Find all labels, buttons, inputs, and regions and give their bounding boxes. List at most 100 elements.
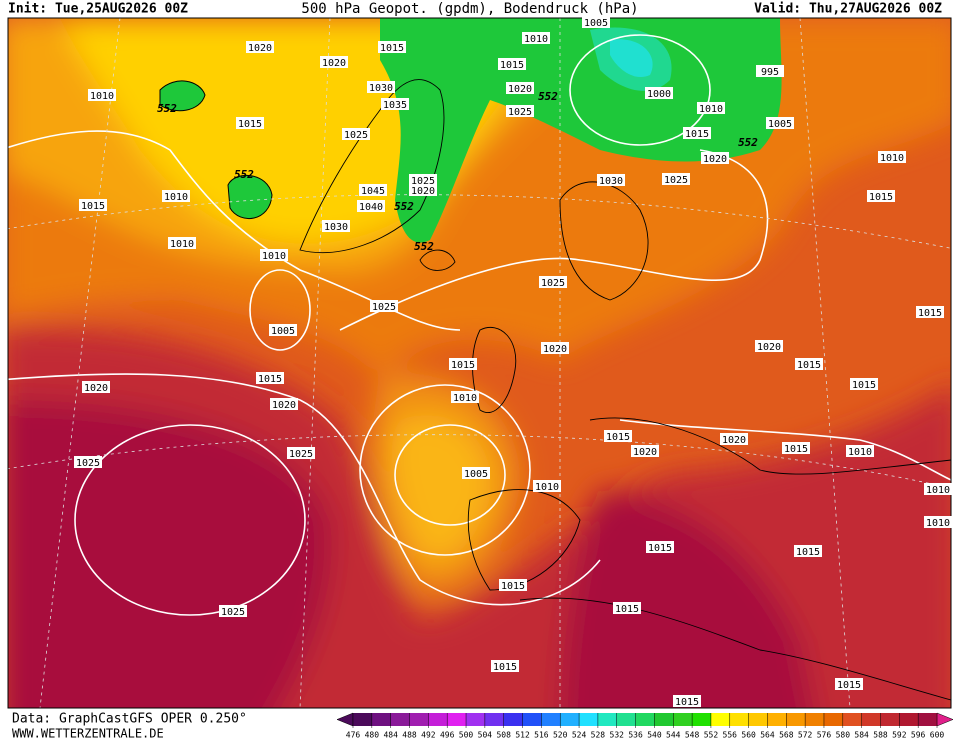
- isobar-label: 1025: [289, 449, 313, 460]
- isobar-label: 1015: [796, 547, 820, 558]
- map-frame: [7, 17, 952, 709]
- colorbar-tick-label: 516: [534, 731, 549, 740]
- colorbar-swatch: [786, 713, 806, 726]
- isobar-label: 1020: [703, 154, 727, 165]
- colorbar-tick-label: 576: [817, 731, 832, 740]
- isobar-label: 1015: [675, 697, 699, 708]
- isobar-label: 1015: [852, 380, 876, 391]
- isobar-label-box: [506, 82, 534, 94]
- colorbar-tick-label: 544: [666, 731, 681, 740]
- isobar-label: 1010: [90, 91, 114, 102]
- isobar-label: 1020: [411, 186, 435, 197]
- isobar-label: 1020: [757, 342, 781, 353]
- isobar-label: 1020: [508, 84, 532, 95]
- colorbar-arrow: [336, 712, 354, 727]
- isobar-label-box: [506, 105, 534, 117]
- geopotential-label: 552: [738, 136, 758, 149]
- colorbar-tick-label: 480: [365, 731, 380, 740]
- colorbar-swatch: [692, 713, 712, 726]
- colorbar-tick-label: 572: [798, 731, 813, 740]
- isobar-label: 1025: [344, 130, 368, 141]
- colorbar-swatch: [842, 713, 863, 726]
- geopotential-label: 552: [414, 240, 434, 253]
- isobar-label-box: [367, 81, 395, 93]
- isobar-label: 1015: [493, 662, 517, 673]
- isobar-label-box: [79, 199, 107, 211]
- isobar-label: 1015: [500, 60, 524, 71]
- colorbar-tick-label: 488: [402, 731, 417, 740]
- isobar-label-box: [381, 98, 409, 110]
- site: WWW.WETTERZENTRALE.DE: [12, 727, 164, 741]
- isobar-label: 1005: [584, 18, 608, 29]
- isobar-label: 1030: [369, 83, 393, 94]
- isobar-label: 1015: [451, 360, 475, 371]
- isobar-label: 1040: [359, 202, 383, 213]
- isobar-label: 1020: [322, 58, 346, 69]
- isobar-label-box: [88, 89, 116, 101]
- colorbar-tick-label: 548: [685, 731, 700, 740]
- isobar-label-box: [613, 602, 641, 614]
- valid-label: Valid: Thu,27AUG2026 00Z: [754, 2, 942, 17]
- isobar-label-box: [270, 398, 298, 410]
- geopotential-label: 552: [234, 168, 254, 181]
- colorbar-tick-label: 580: [836, 731, 851, 740]
- isobar-label: 1000: [647, 89, 671, 100]
- colorbar-swatch: [428, 713, 448, 726]
- colorbar-tick-label: 564: [760, 731, 775, 740]
- colorbar-swatch: [541, 713, 561, 726]
- isobar-label: 1020: [248, 43, 272, 54]
- colorbar-tick-label: 540: [647, 731, 662, 740]
- colorbar-tick-label: 496: [440, 731, 455, 740]
- map-title: 500 hPa Geopot. (gpdm), Bodendruck (hPa): [301, 1, 638, 17]
- colorbar-tick-label: 528: [591, 731, 606, 740]
- isobar-label: 1010: [926, 485, 950, 496]
- isobar-label-box: [916, 306, 944, 318]
- isobar-label-box: [646, 541, 674, 553]
- isobar-label-box: [409, 184, 437, 196]
- colorbar-swatch: [673, 713, 693, 726]
- colorbar-swatch: [748, 713, 768, 726]
- isobar-label: 1025: [411, 176, 435, 187]
- colorbar-arrow: [936, 712, 954, 727]
- isobar-label: 1015: [501, 581, 525, 592]
- colorbar-swatch: [823, 713, 844, 726]
- isobar-label-box: [74, 456, 102, 468]
- isobar-label-box: [755, 340, 783, 352]
- isobar-label-box: [766, 117, 794, 129]
- geopotential-label: 552: [157, 102, 177, 115]
- isobar-label-box: [835, 678, 863, 690]
- colorbar-tick-label: 568: [779, 731, 794, 740]
- colorbar-tick-label: 504: [478, 731, 493, 740]
- isobar-label-box: [795, 358, 823, 370]
- isobar-label: 1010: [848, 447, 872, 458]
- colorbar-tick-label: 592: [892, 731, 907, 740]
- isobar-label: 1015: [685, 129, 709, 140]
- isobar-label: 1015: [869, 192, 893, 203]
- isobar-label: 1010: [699, 104, 723, 115]
- colorbar-swatch: [447, 713, 467, 726]
- colorbar-swatch: [880, 713, 900, 726]
- isobar-label-box: [491, 660, 519, 672]
- isobar-label: 1020: [543, 344, 567, 355]
- isobar-label-box: [846, 445, 874, 457]
- isobar-label-box: [541, 342, 569, 354]
- isobar-label: 1005: [271, 326, 295, 337]
- isobar-label-box: [645, 87, 673, 99]
- colorbar-swatch: [899, 713, 919, 726]
- colorbar-tick-label: 520: [553, 731, 568, 740]
- isobar-label-box: [683, 127, 711, 139]
- isobar-label: 1010: [926, 518, 950, 529]
- colorbar-swatch: [579, 713, 599, 726]
- isobar-label: 1015: [238, 119, 262, 130]
- isobar-label-box: [357, 200, 385, 212]
- isobar-label: 1015: [784, 444, 808, 455]
- isobar-label-box: [168, 237, 196, 249]
- colorbar-swatch: [390, 713, 411, 726]
- isobar-label: 1030: [599, 176, 623, 187]
- isobar-label: 1020: [722, 435, 746, 446]
- isobar-label-box: [782, 442, 810, 454]
- isobar-label-box: [320, 56, 348, 68]
- isobar-label-box: [720, 433, 748, 445]
- colorbar-tick-label: 600: [930, 731, 945, 740]
